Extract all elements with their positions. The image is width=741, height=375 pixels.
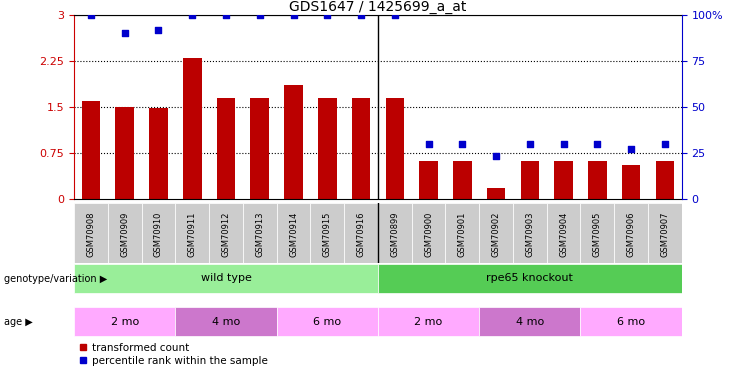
- Bar: [183, 58, 202, 199]
- Point: [422, 141, 434, 147]
- Point: [490, 153, 502, 159]
- Bar: [588, 161, 607, 199]
- Point: [254, 12, 266, 18]
- Text: GSM70903: GSM70903: [525, 211, 534, 257]
- Text: genotype/variation ▶: genotype/variation ▶: [4, 274, 107, 284]
- Bar: [580, 307, 682, 336]
- Bar: [149, 108, 167, 199]
- Bar: [285, 86, 303, 199]
- Point: [558, 141, 570, 147]
- Text: GSM70905: GSM70905: [593, 211, 602, 257]
- Text: GSM70904: GSM70904: [559, 211, 568, 257]
- Text: GSM70900: GSM70900: [424, 211, 433, 257]
- Bar: [209, 202, 243, 262]
- Bar: [479, 307, 580, 336]
- Text: GSM70910: GSM70910: [154, 211, 163, 257]
- Text: 6 mo: 6 mo: [313, 316, 342, 327]
- Bar: [142, 202, 176, 262]
- Point: [288, 12, 299, 18]
- Bar: [378, 307, 479, 336]
- Text: GSM70916: GSM70916: [356, 211, 365, 257]
- Bar: [243, 202, 276, 262]
- Text: GSM70907: GSM70907: [660, 211, 669, 257]
- Title: GDS1647 / 1425699_a_at: GDS1647 / 1425699_a_at: [289, 0, 467, 14]
- Text: 6 mo: 6 mo: [617, 316, 645, 327]
- Bar: [108, 202, 142, 262]
- Point: [119, 30, 130, 36]
- Bar: [445, 202, 479, 262]
- Point: [524, 141, 536, 147]
- Bar: [318, 98, 336, 199]
- Point: [186, 12, 198, 18]
- Bar: [378, 264, 682, 293]
- Text: GSM70912: GSM70912: [222, 211, 230, 257]
- Point: [659, 141, 671, 147]
- Point: [85, 12, 97, 18]
- Bar: [412, 202, 445, 262]
- Point: [389, 12, 401, 18]
- Legend: transformed count, percentile rank within the sample: transformed count, percentile rank withi…: [79, 343, 268, 366]
- Bar: [479, 202, 513, 262]
- Bar: [216, 98, 236, 199]
- Text: GSM70914: GSM70914: [289, 211, 298, 257]
- Point: [322, 12, 333, 18]
- Bar: [580, 202, 614, 262]
- Bar: [385, 98, 404, 199]
- Text: age ▶: age ▶: [4, 317, 33, 327]
- Bar: [310, 202, 344, 262]
- Bar: [74, 307, 176, 336]
- Bar: [352, 98, 370, 199]
- Point: [625, 146, 637, 152]
- Text: GSM70913: GSM70913: [255, 211, 265, 257]
- Text: 4 mo: 4 mo: [516, 316, 544, 327]
- Bar: [513, 202, 547, 262]
- Bar: [74, 264, 378, 293]
- Text: GSM70899: GSM70899: [391, 211, 399, 257]
- Bar: [520, 161, 539, 199]
- Text: rpe65 knockout: rpe65 knockout: [486, 273, 574, 284]
- Text: 2 mo: 2 mo: [414, 316, 442, 327]
- Text: GSM70901: GSM70901: [458, 211, 467, 257]
- Text: GSM70908: GSM70908: [87, 211, 96, 257]
- Bar: [614, 202, 648, 262]
- Bar: [276, 202, 310, 262]
- Bar: [378, 202, 412, 262]
- Text: GSM70902: GSM70902: [491, 211, 501, 257]
- Bar: [82, 101, 100, 199]
- Point: [591, 141, 603, 147]
- Bar: [176, 202, 209, 262]
- Bar: [487, 188, 505, 199]
- Point: [153, 27, 165, 33]
- Text: GSM70909: GSM70909: [120, 211, 129, 257]
- Point: [355, 12, 367, 18]
- Text: 2 mo: 2 mo: [110, 316, 139, 327]
- Bar: [648, 202, 682, 262]
- Bar: [344, 202, 378, 262]
- Bar: [656, 161, 674, 199]
- Point: [456, 141, 468, 147]
- Text: GSM70911: GSM70911: [187, 211, 197, 257]
- Bar: [176, 307, 276, 336]
- Text: wild type: wild type: [201, 273, 251, 284]
- Bar: [250, 98, 269, 199]
- Bar: [116, 107, 134, 199]
- Bar: [276, 307, 378, 336]
- Text: 4 mo: 4 mo: [212, 316, 240, 327]
- Text: GSM70906: GSM70906: [627, 211, 636, 257]
- Bar: [622, 165, 640, 199]
- Bar: [547, 202, 580, 262]
- Bar: [74, 202, 108, 262]
- Bar: [554, 161, 573, 199]
- Text: GSM70915: GSM70915: [323, 211, 332, 257]
- Point: [220, 12, 232, 18]
- Bar: [419, 161, 438, 199]
- Bar: [453, 161, 471, 199]
